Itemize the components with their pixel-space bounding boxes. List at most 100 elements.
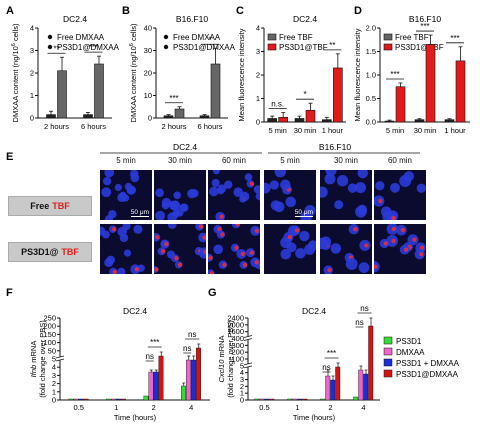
x-tick-label: 6 hours (197, 122, 222, 131)
y-tick-label: 3 (52, 371, 56, 380)
bar (302, 398, 308, 401)
axis-break-gap (244, 336, 252, 340)
sig-label-ns: ns (146, 352, 154, 361)
y-axis-label: DMXAA content (ng/106 cells) (129, 23, 138, 122)
micrograph-image (264, 224, 316, 274)
y-tick-label: 200 (43, 322, 56, 331)
x-tick-label: 1 (295, 403, 299, 412)
tbf-signal (353, 227, 358, 232)
y-tick-label: 10 (144, 91, 152, 100)
y-tick-label: 50 (48, 346, 56, 355)
bar (199, 115, 210, 119)
bar (174, 108, 185, 119)
y-axis-label: Cxcl10 mRNA (217, 335, 226, 382)
micrograph-image (320, 170, 372, 220)
legend-swatch (383, 347, 393, 356)
tbf-signal (378, 198, 383, 204)
nucleus (224, 180, 233, 189)
bar (358, 369, 364, 401)
micrograph-image: 50 μm (264, 170, 316, 220)
sig-label: *** (327, 349, 336, 358)
nucleus (167, 224, 177, 229)
nucleus (155, 188, 164, 198)
time-label: 30 min (333, 156, 358, 165)
cell-field (100, 224, 145, 274)
tbf-signal (198, 224, 204, 229)
y-tick-label: 2 (52, 379, 56, 388)
sig-label: *** (169, 94, 178, 103)
y-axis-label: Mean fluorescence intensity (353, 28, 362, 121)
y-axis-label: Mean fluorescence intensity (237, 28, 246, 121)
bar (363, 373, 369, 401)
tbf-signal (383, 241, 388, 246)
nucleus (190, 189, 199, 198)
tbf-signal (209, 271, 215, 274)
axis-break (243, 365, 253, 369)
nucleus (320, 237, 328, 250)
y-tick-label: 400 (231, 334, 244, 343)
x-tick-label: 4 (361, 403, 365, 412)
bar (191, 359, 196, 401)
nucleus (358, 262, 370, 273)
y-tick-label: 2.0 (366, 24, 376, 33)
group-label-dc24: DC2.4 (173, 142, 197, 152)
nucleus (325, 170, 337, 176)
bar (68, 398, 74, 401)
legend-label: PS3D1@TBF (279, 43, 328, 52)
panel-title: DC2.4 (63, 14, 87, 24)
bar (330, 379, 336, 401)
axis-break-gap (244, 363, 252, 367)
y-tick-label: 1 (256, 94, 260, 103)
axis-break (55, 355, 65, 359)
time-label: 60 min (221, 156, 246, 165)
nucleus (169, 200, 179, 211)
legend-label: PS3D1 + DMXAA (396, 359, 460, 368)
tbf-signal (327, 267, 332, 273)
y-tick-label: 4 (30, 24, 34, 33)
panel-title: B16.F10 (176, 14, 208, 24)
cell-field (280, 225, 316, 260)
bar (254, 398, 260, 401)
tbf-signal (155, 235, 160, 240)
y-tick-label: 4 (52, 363, 56, 372)
y-tick-label: 5 (240, 361, 244, 370)
bar (294, 118, 305, 123)
tbf-signal (391, 215, 396, 220)
legend-label: Free DMXAA (173, 33, 221, 42)
nucleus (330, 243, 342, 254)
bar (143, 395, 149, 401)
sig-label-ns: ns (183, 344, 191, 353)
sup: 6 (129, 43, 135, 46)
nucleus (123, 249, 132, 257)
nucleus (166, 250, 176, 259)
x-tick-label: 0.5 (74, 403, 84, 412)
nucleus (295, 248, 306, 259)
bar (78, 398, 84, 401)
cell-field (320, 170, 369, 218)
axis-break (243, 335, 253, 338)
tbf-signal (219, 214, 224, 219)
bar (259, 398, 265, 401)
bar (186, 359, 191, 401)
micrograph-image (374, 170, 426, 220)
bar (395, 86, 406, 123)
bar (111, 398, 116, 401)
cell-field (374, 224, 426, 273)
sig-label-ns: ns (322, 363, 330, 372)
y-tick-label: 3 (30, 46, 34, 55)
scale-bar-label: 50 μm (130, 208, 149, 216)
bar (264, 398, 270, 401)
sig-label: ** (329, 41, 335, 50)
cell-field (154, 224, 206, 274)
nucleus (355, 205, 367, 218)
nucleus (244, 173, 253, 181)
nucleus (274, 170, 286, 178)
tbf-signal (294, 228, 300, 233)
cell-field (208, 170, 260, 220)
nucleus (104, 170, 115, 178)
nucleus (280, 179, 291, 190)
y-tick-label: 100 (43, 338, 56, 347)
tbf-signal (242, 262, 248, 268)
y-tick-label: 0 (256, 118, 260, 127)
bar (333, 67, 343, 123)
